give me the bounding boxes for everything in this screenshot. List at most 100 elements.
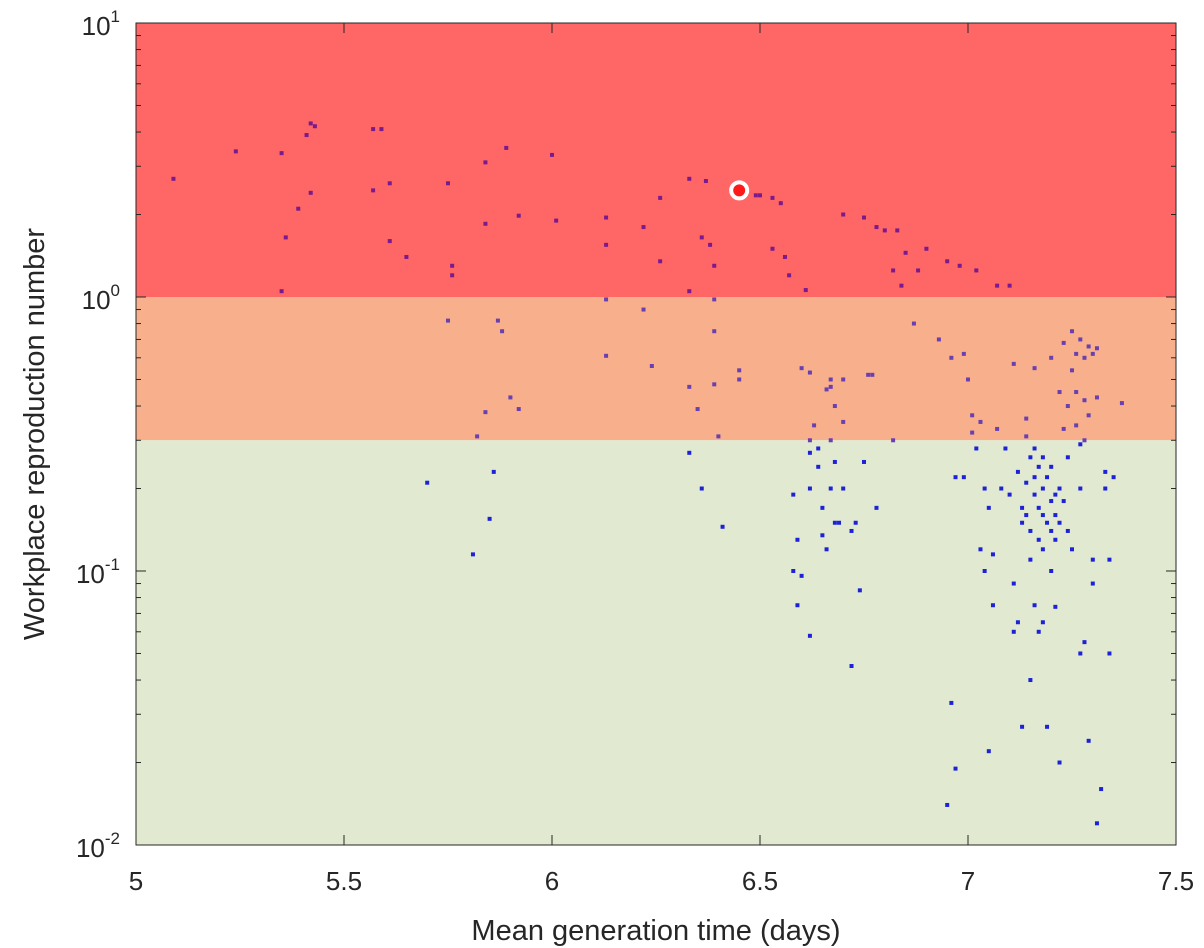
data-point bbox=[1057, 520, 1062, 525]
data-point bbox=[1061, 340, 1066, 345]
data-point bbox=[1011, 629, 1016, 634]
data-point bbox=[1119, 401, 1124, 406]
data-point bbox=[911, 321, 916, 326]
data-point bbox=[961, 351, 966, 356]
data-point bbox=[308, 190, 313, 195]
data-point bbox=[404, 254, 409, 259]
data-point bbox=[233, 149, 238, 154]
data-point bbox=[974, 268, 979, 273]
data-point bbox=[1065, 455, 1070, 460]
data-point bbox=[1090, 351, 1095, 356]
data-point bbox=[820, 533, 825, 538]
data-point bbox=[487, 516, 492, 521]
data-point bbox=[882, 228, 887, 233]
y-tick-label: 10-2 bbox=[76, 829, 120, 863]
data-point bbox=[824, 387, 829, 392]
data-point bbox=[870, 372, 875, 377]
highlight-marker bbox=[729, 180, 750, 201]
data-point bbox=[500, 329, 505, 334]
data-point bbox=[891, 438, 896, 443]
data-point bbox=[841, 419, 846, 424]
data-point bbox=[986, 749, 991, 754]
data-point bbox=[1032, 366, 1037, 371]
data-point bbox=[862, 215, 866, 220]
y-tick-label: 101 bbox=[82, 7, 120, 41]
data-point bbox=[1049, 499, 1054, 504]
data-point bbox=[1020, 724, 1025, 729]
data-point bbox=[899, 283, 904, 288]
data-point bbox=[916, 268, 921, 273]
data-point bbox=[1074, 351, 1079, 356]
data-point bbox=[508, 395, 513, 400]
data-point bbox=[475, 434, 480, 439]
data-point bbox=[949, 355, 954, 360]
data-point bbox=[1015, 469, 1020, 474]
data-point bbox=[820, 505, 825, 510]
band-1 bbox=[136, 297, 1176, 441]
data-point bbox=[604, 353, 609, 358]
data-point bbox=[604, 215, 609, 220]
data-point bbox=[1094, 395, 1099, 400]
data-point bbox=[1036, 505, 1041, 510]
data-point bbox=[990, 552, 995, 557]
data-point bbox=[828, 486, 833, 491]
data-point bbox=[720, 524, 725, 529]
data-point bbox=[807, 486, 812, 491]
data-point bbox=[832, 404, 837, 409]
data-point bbox=[712, 263, 717, 268]
data-point bbox=[1074, 390, 1079, 395]
data-point bbox=[296, 206, 301, 211]
data-point bbox=[658, 195, 663, 200]
data-point bbox=[778, 201, 783, 206]
data-point bbox=[708, 242, 713, 247]
data-point bbox=[841, 377, 846, 382]
data-point bbox=[304, 133, 309, 138]
data-point bbox=[953, 475, 958, 480]
data-point bbox=[1024, 513, 1029, 518]
data-point bbox=[1015, 620, 1020, 625]
data-point bbox=[1028, 678, 1033, 683]
data-point bbox=[371, 127, 376, 132]
data-point bbox=[308, 121, 313, 126]
data-point bbox=[1040, 513, 1045, 518]
data-point bbox=[658, 259, 663, 264]
data-point bbox=[687, 384, 692, 389]
data-point bbox=[841, 212, 846, 217]
data-point bbox=[816, 446, 821, 451]
data-point bbox=[712, 329, 717, 334]
data-point bbox=[483, 410, 488, 415]
data-point bbox=[857, 588, 862, 593]
x-tick-label: 7.5 bbox=[1158, 866, 1194, 896]
data-point bbox=[945, 802, 950, 807]
data-point bbox=[712, 382, 717, 387]
data-point bbox=[957, 263, 962, 268]
data-point bbox=[970, 413, 975, 418]
data-point bbox=[716, 434, 721, 439]
highlight-point bbox=[729, 180, 750, 201]
data-point bbox=[758, 193, 762, 198]
data-point bbox=[995, 426, 1000, 431]
data-point bbox=[953, 766, 958, 771]
data-point bbox=[837, 520, 842, 525]
data-point bbox=[807, 633, 812, 638]
data-point bbox=[966, 377, 970, 382]
data-point bbox=[753, 193, 758, 198]
data-point bbox=[283, 235, 288, 240]
data-point bbox=[491, 469, 496, 474]
data-point bbox=[1070, 547, 1074, 552]
data-point bbox=[807, 450, 812, 455]
data-point bbox=[387, 181, 392, 186]
data-point bbox=[828, 438, 833, 443]
y-axis: 10-2 10-1 100 101 bbox=[76, 7, 1176, 863]
data-point bbox=[807, 370, 812, 375]
data-point bbox=[795, 537, 800, 542]
data-point bbox=[995, 283, 1000, 288]
data-point bbox=[982, 486, 987, 491]
data-point bbox=[1020, 520, 1025, 525]
data-point bbox=[554, 218, 559, 223]
data-point bbox=[1024, 480, 1029, 485]
data-point bbox=[1036, 537, 1041, 542]
data-point bbox=[874, 225, 879, 230]
data-point bbox=[1045, 475, 1050, 480]
data-point bbox=[550, 152, 554, 157]
